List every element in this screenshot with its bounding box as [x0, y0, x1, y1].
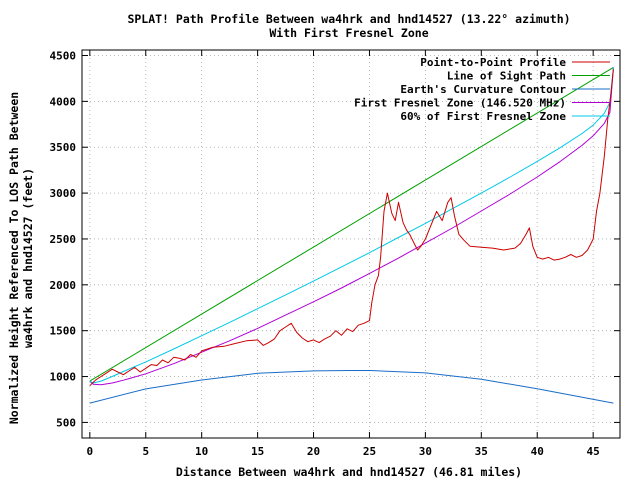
x-tick-label: 10 [195, 445, 208, 458]
plot-frame [81, 49, 621, 439]
grid [82, 50, 620, 438]
y-tick-label: 3500 [50, 141, 77, 154]
series-line-60-of-first-fresnel-zone [89, 67, 614, 384]
legend-label-first-fresnel-zone-146-520-mhz: First Fresnel Zone (146.520 MHz) [354, 97, 566, 110]
x-tick-label: 40 [531, 445, 544, 458]
series-lines [89, 66, 614, 404]
x-tick-label: 5 [142, 445, 149, 458]
y-tick-label: 3000 [50, 187, 77, 200]
y-axis-label: Normalized Height Referenced To LOS Path… [7, 92, 35, 424]
series-line-point-to-point-profile [89, 69, 614, 387]
axis-ticks: 0 5 10 15 20 25 30 35 40 45 500 1000 1500 2000 2500 300… [50, 50, 620, 458]
x-tick-label: 30 [419, 445, 432, 458]
y-tick-label: 500 [56, 416, 76, 429]
y-tick-label: 1500 [50, 325, 77, 338]
x-tick-label: 35 [475, 445, 488, 458]
x-tick-label: 25 [363, 445, 376, 458]
legend-label-point-to-point-profile: Point-to-Point Profile [420, 56, 566, 69]
legend-label-60-of-first-fresnel-zone: 60% of First Fresnel Zone [400, 110, 566, 123]
y-tick-label: 1000 [50, 371, 77, 384]
y-tick-label: 2500 [50, 233, 77, 246]
legend-label-earth-s-curvature-contour: Earth's Curvature Contour [400, 83, 566, 96]
chart-title-line1: SPLAT! Path Profile Between wa4hrk and h… [127, 12, 570, 26]
x-tick-label: 45 [587, 445, 600, 458]
series-line-first-fresnel-zone-146-520-mhz [89, 67, 614, 386]
legend-label-line-of-sight-path: Line of Sight Path [447, 70, 566, 83]
series-line-line-of-sight-path [89, 66, 614, 382]
y-tick-label: 2000 [50, 279, 77, 292]
series-line-earth-s-curvature-contour [89, 370, 614, 404]
y-axis-label-line2: wa4hrk and hnd14527 (feet) [21, 168, 35, 348]
x-tick-label: 0 [87, 445, 94, 458]
chart-title-line2: With First Fresnel Zone [269, 26, 428, 40]
y-axis-label-line1: Normalized Height Referenced To LOS Path… [7, 92, 21, 424]
x-tick-label: 15 [251, 445, 264, 458]
x-axis-label: Distance Between wa4hrk and hnd14527 (46… [176, 465, 522, 479]
x-tick-label: 20 [307, 445, 320, 458]
y-tick-label: 4000 [50, 95, 77, 108]
y-tick-label: 4500 [50, 50, 77, 63]
